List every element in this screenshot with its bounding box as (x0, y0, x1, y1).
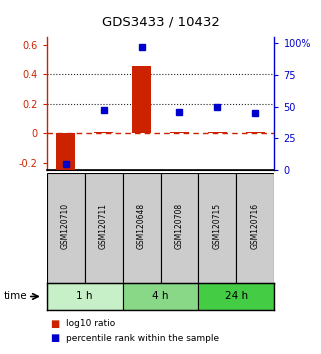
Text: ■: ■ (50, 333, 59, 343)
Bar (123, 173, 160, 283)
Bar (132, 66, 151, 133)
Text: GSM120708: GSM120708 (175, 203, 184, 249)
Bar (198, 173, 237, 283)
Text: 4 h: 4 h (152, 291, 169, 302)
Text: GSM120711: GSM120711 (99, 203, 108, 249)
Text: ■: ■ (50, 319, 59, 329)
Text: GDS3433 / 10432: GDS3433 / 10432 (101, 16, 220, 29)
Bar (208, 132, 227, 133)
Bar (237, 173, 274, 283)
Text: log10 ratio: log10 ratio (66, 319, 115, 329)
Text: GSM120716: GSM120716 (251, 203, 260, 249)
Text: GSM120715: GSM120715 (213, 203, 222, 249)
Bar (94, 132, 113, 133)
Bar (246, 132, 265, 133)
Bar (56, 133, 75, 171)
Bar (84, 173, 123, 283)
Text: percentile rank within the sample: percentile rank within the sample (66, 333, 219, 343)
Bar (47, 173, 84, 283)
Text: time: time (3, 291, 27, 302)
Bar (160, 173, 198, 283)
Bar (198, 283, 274, 310)
Bar (170, 132, 189, 133)
Text: 24 h: 24 h (225, 291, 248, 302)
Bar (47, 283, 123, 310)
Text: GSM120648: GSM120648 (137, 203, 146, 249)
Text: 1 h: 1 h (76, 291, 93, 302)
Text: GSM120710: GSM120710 (61, 203, 70, 249)
Bar (123, 283, 198, 310)
